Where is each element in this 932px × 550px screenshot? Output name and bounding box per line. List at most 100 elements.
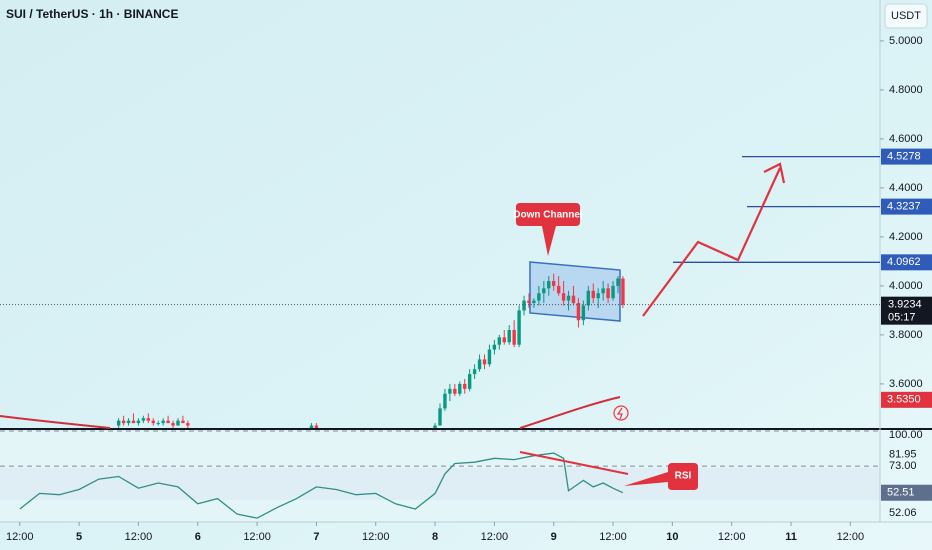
level-label: 4.3237 (887, 201, 921, 213)
candle-body (601, 288, 605, 294)
candle-body (552, 281, 556, 286)
candle-body (116, 420, 121, 426)
y-tick-label: 4.0000 (889, 280, 923, 292)
rsi-scale-label: 52.06 (889, 507, 917, 519)
ma-line (0, 415, 111, 429)
candle-body (309, 425, 314, 428)
candle-body (121, 420, 126, 424)
candle-body (616, 278, 620, 286)
symbol-title: SUI / TetherUS · 1h · BINANCE (6, 7, 178, 21)
rsi-tick-label: 73.00 (889, 460, 917, 472)
candle-body (131, 420, 136, 424)
x-tick-label: 8 (432, 531, 438, 543)
candle-body (517, 310, 521, 345)
candle-body (542, 288, 546, 294)
candle-body (448, 388, 452, 394)
level-box (881, 254, 932, 271)
level-box (881, 198, 932, 215)
candle-body (146, 418, 151, 421)
candle-body (581, 305, 586, 321)
candle-body (507, 330, 511, 343)
callout (624, 463, 698, 490)
candle-body (566, 295, 571, 301)
down-channel (529, 261, 621, 322)
ma-line (519, 396, 621, 429)
candle-body (136, 420, 141, 424)
callout-text: Down Channel (513, 210, 583, 221)
candle-body (532, 300, 536, 304)
alert-icon-bolt (616, 407, 623, 420)
candle-body (181, 420, 185, 424)
candle-body (621, 278, 625, 305)
x-tick-label: 6 (195, 531, 201, 543)
candle-body (497, 337, 502, 345)
candle-body (596, 293, 600, 299)
candle-body (571, 295, 576, 304)
candle-body (314, 425, 319, 428)
y-tick-label: 3.8000 (889, 329, 923, 341)
candle-body (606, 288, 610, 299)
candle-body (126, 420, 131, 424)
candle-body (156, 423, 160, 425)
rsi-line (19, 452, 624, 519)
currency: USDT (891, 10, 921, 22)
candle-body (161, 420, 165, 424)
x-tick-label: 12:00 (837, 531, 865, 543)
x-tick-label: 11 (785, 531, 797, 543)
rsi-value-label: 52.51 (887, 487, 915, 499)
axes: 5.0000 4.8000 4.6000 4.4000 4.2000 4.0000 3.80… (6, 35, 932, 543)
currency-box[interactable] (884, 3, 928, 29)
x-tick-label: 5 (76, 531, 82, 543)
candle-body (487, 349, 492, 365)
rsi-value-box (881, 484, 932, 501)
x-tick-label: 12:00 (362, 531, 390, 543)
candle-body (556, 285, 561, 294)
candle-body (522, 300, 526, 311)
last-price-box (881, 296, 932, 325)
candle-body (453, 388, 457, 394)
x-tick-label: 12:00 (125, 531, 153, 543)
x-tick-label: 12:00 (481, 531, 509, 543)
x-tick-label: 12:00 (599, 531, 627, 543)
x-tick-label: 12:00 (718, 531, 746, 543)
candle-body (171, 423, 175, 426)
level-box (881, 148, 932, 165)
candle-body (492, 344, 497, 350)
candle-body (482, 359, 487, 365)
candle-body (477, 359, 482, 370)
x-tick-label: 12:00 (6, 531, 34, 543)
candle-body (433, 425, 437, 428)
candle-body (591, 290, 595, 299)
candle-body (141, 418, 146, 421)
countdown: 05:17 (888, 312, 916, 324)
candle-body (561, 293, 566, 301)
candle-body (537, 293, 541, 301)
candle-body (467, 374, 472, 389)
candle-body (611, 285, 615, 299)
y-tick-label: 3.6000 (889, 378, 923, 390)
rsi-tick-label: 100.00 (889, 429, 923, 441)
candle-body (576, 303, 581, 321)
candle-body (547, 281, 551, 289)
candle-body (151, 420, 155, 424)
candle-body (438, 408, 442, 426)
alert-icon[interactable] (613, 405, 629, 421)
ma-box (881, 391, 932, 408)
candle-body (166, 420, 170, 424)
candle-body (458, 383, 462, 394)
x-tick-label: 7 (313, 531, 319, 543)
callout-text: RSI (675, 471, 692, 482)
y-tick-label: 4.4000 (889, 182, 923, 194)
candle-body (443, 393, 447, 409)
last-price-label: 3.9234 (888, 299, 922, 311)
candle-body (176, 420, 180, 426)
candle-body (472, 369, 477, 375)
candle-body (186, 423, 190, 426)
arrow-head (763, 162, 786, 184)
rsi-scale-label: 81.95 (889, 448, 917, 460)
x-tick-label: 9 (551, 531, 557, 543)
candle-body (527, 300, 531, 304)
candle-body (502, 337, 506, 343)
plot (0, 155, 880, 519)
